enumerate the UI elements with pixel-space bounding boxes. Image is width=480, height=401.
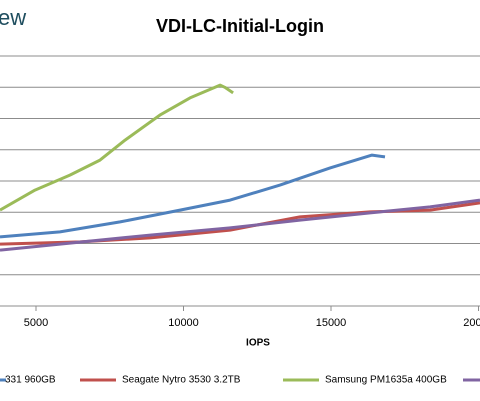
legend-label: 331 960GB [5,375,56,386]
chart-title: VDI-LC-Initial-Login [156,16,324,36]
legend-label: Seagate Nytro 3530 3.2TB [122,375,241,386]
series-line [0,153,386,239]
x-tick-label: 20000 [463,317,480,329]
legend-label: Samsung PM1635a 400GB [325,375,447,386]
x-axis-label: IOPS [246,338,270,349]
series-line [0,83,234,212]
logo: ew [0,5,26,30]
x-tick-label: 15000 [316,317,347,329]
x-tick-label: 5000 [24,317,48,329]
x-tick-label: 10000 [168,317,199,329]
series-line [0,198,480,252]
